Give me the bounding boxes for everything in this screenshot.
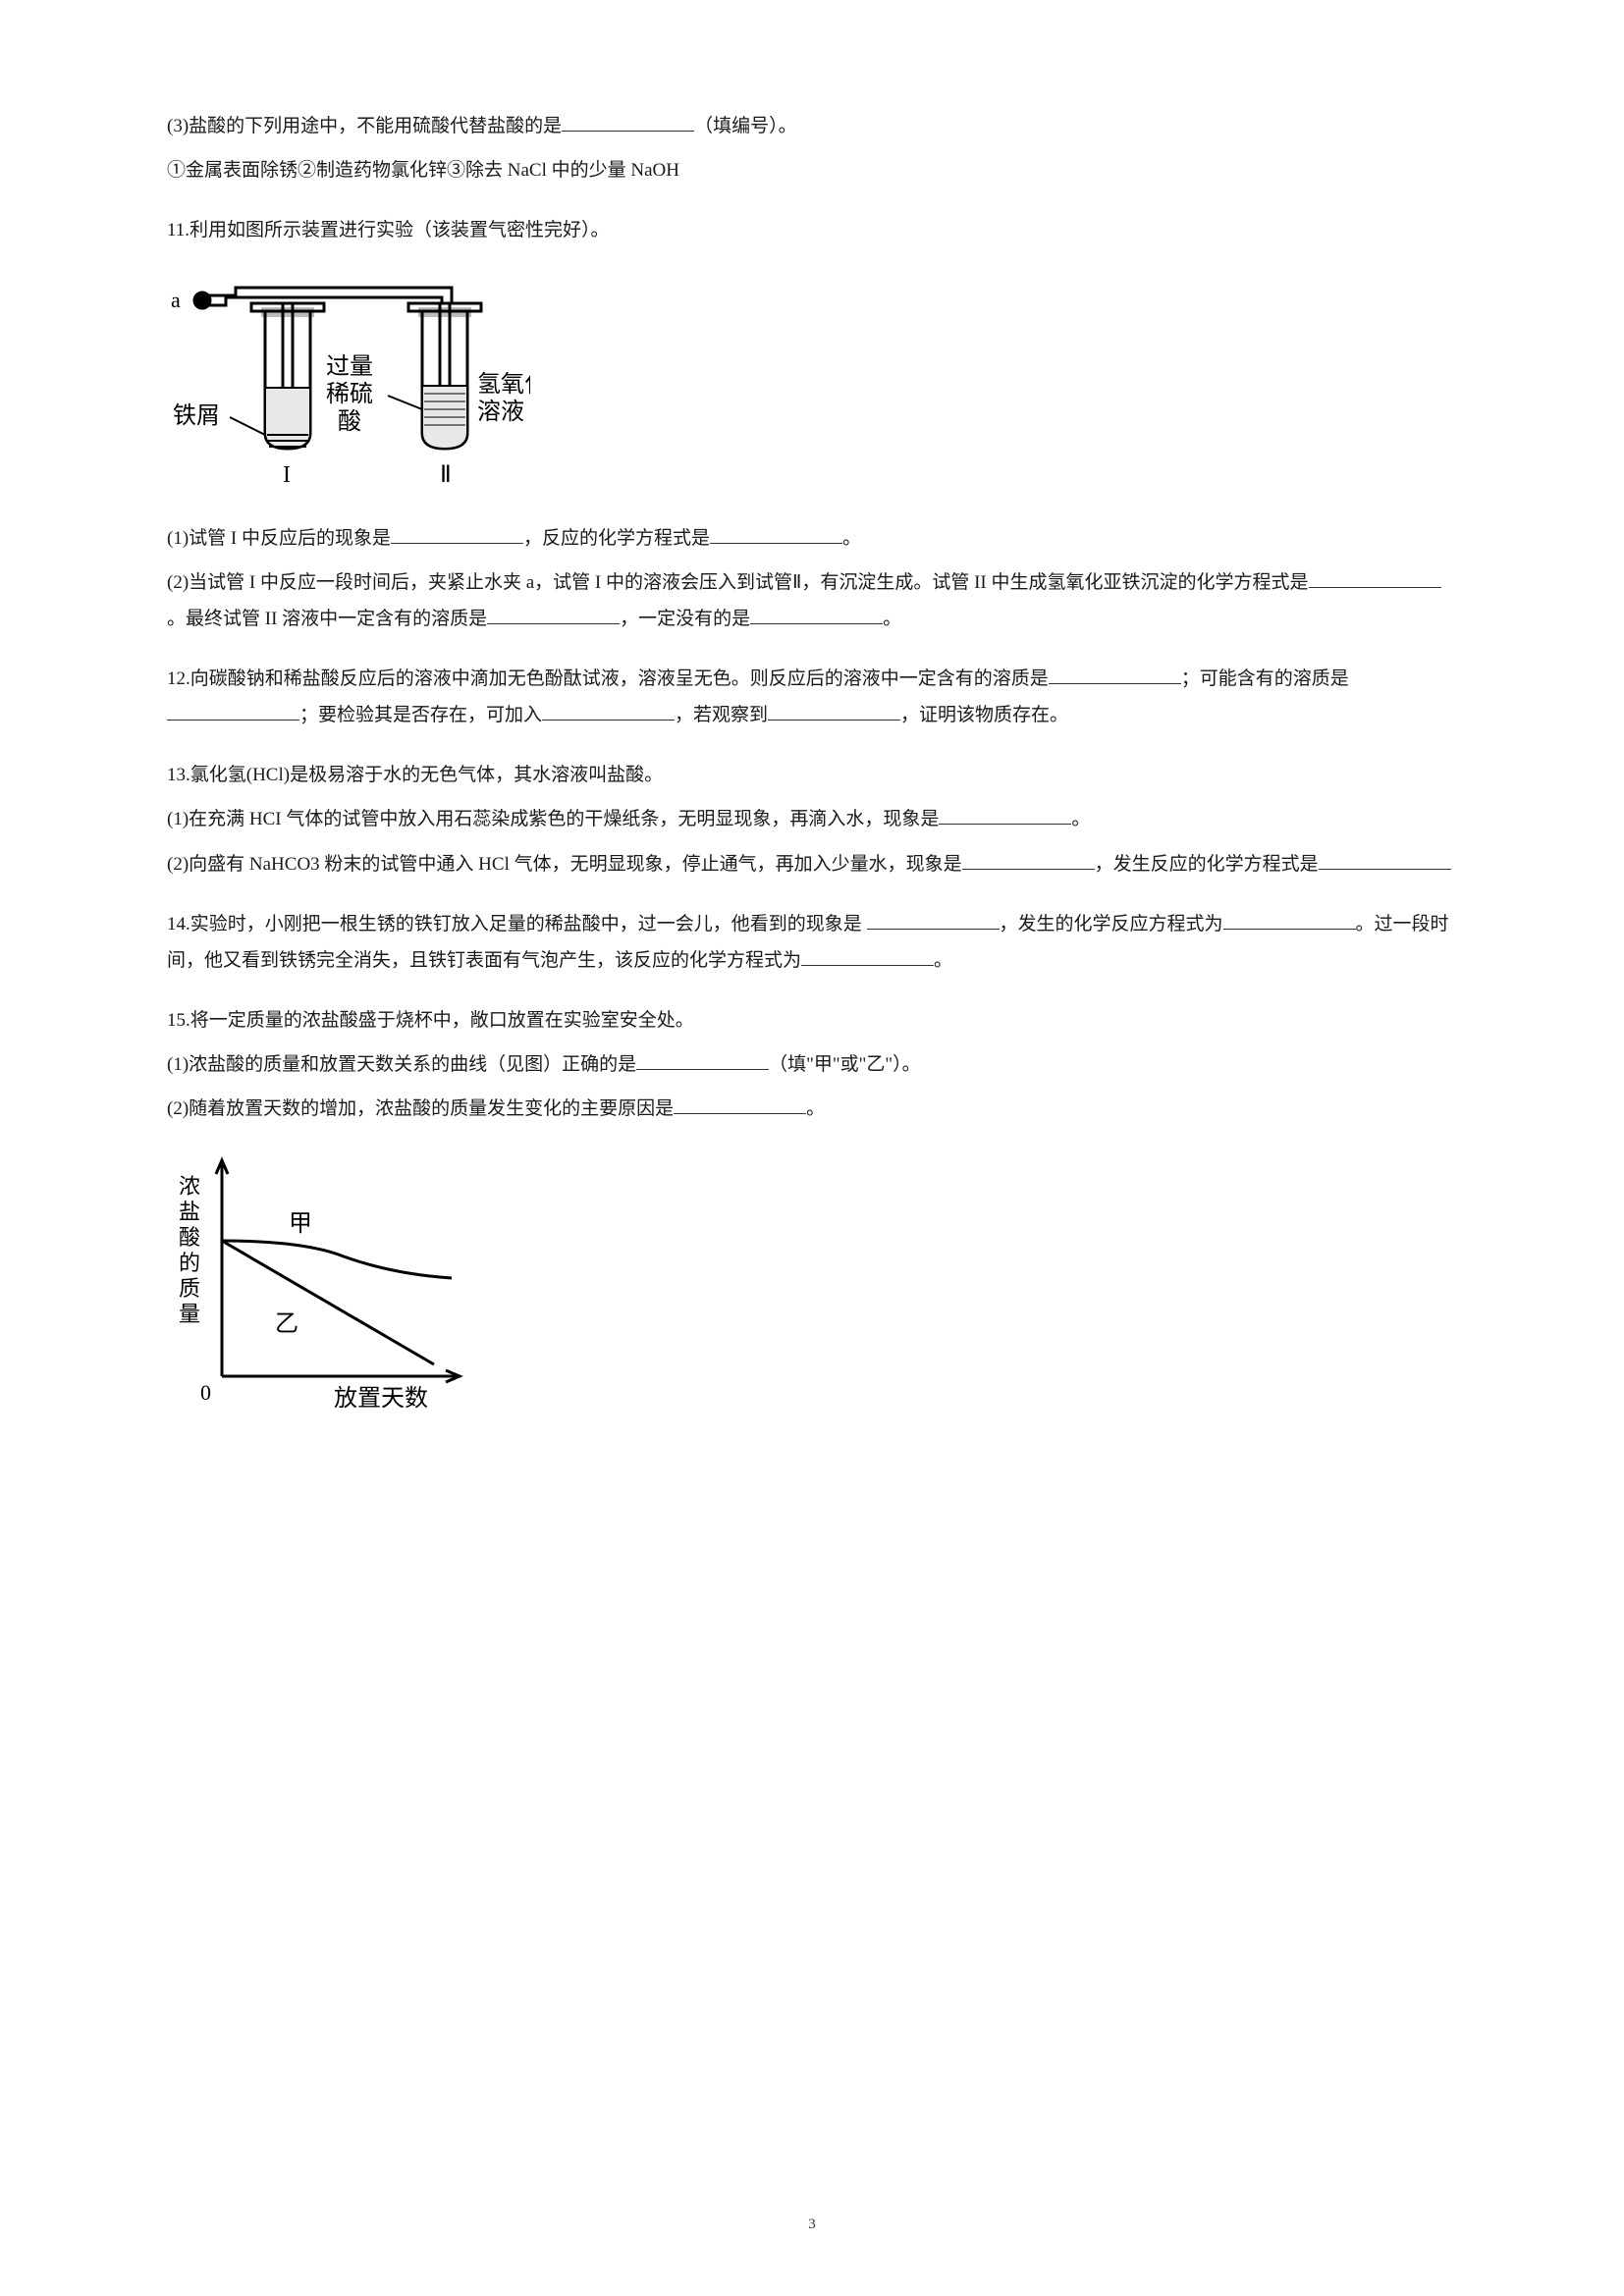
q15-graph-svg: 浓 盐 酸 的 质 量 甲 乙 0 放置天数 xyxy=(167,1147,471,1421)
q10-p3-blank[interactable] xyxy=(562,110,694,132)
q11-p1a: (1)试管 I 中反应后的现象是 xyxy=(167,528,391,549)
q15-p1a: (1)浓盐酸的质量和放置天数关系的曲线（见图）正确的是 xyxy=(167,1054,636,1075)
label-iron: 铁屑 xyxy=(173,402,220,429)
q15-p1: (1)浓盐酸的质量和放置天数关系的曲线（见图）正确的是 （填"甲"或"乙"）。 xyxy=(167,1046,1457,1083)
q15-xlabel: 放置天数 xyxy=(334,1385,428,1412)
q15-p2b: 。 xyxy=(806,1098,825,1119)
q13-p1b: 。 xyxy=(1071,809,1090,829)
q12-a: 12.向碳酸钠和稀盐酸反应后的溶液中滴加无色酚酞试液，溶液呈无色。则反应后的溶液… xyxy=(167,668,1049,689)
q13-p1: (1)在充满 HCI 气体的试管中放入用石蕊染成紫色的干燥纸条，无明显现象，再滴… xyxy=(167,801,1457,837)
q13-p1-blank[interactable] xyxy=(939,804,1071,826)
q13-p2b: ，发生反应的化学方程式是 xyxy=(1095,854,1319,875)
q11-p2c: ，一定没有的是 xyxy=(620,609,750,629)
q10-options: ①金属表面除锈②制造药物氯化锌③除去 NaCl 中的少量 NaOH xyxy=(167,152,1457,188)
q11-p1-blank2[interactable] xyxy=(710,522,842,544)
svg-text:质: 质 xyxy=(179,1276,200,1301)
q14-b: ，发生的化学反应方程式为 xyxy=(1000,914,1223,934)
q14: 14.实验时，小刚把一根生锈的铁钉放入足量的稀盐酸中，过一会儿，他看到的现象是 … xyxy=(167,906,1457,979)
q11-title: 11.利用如图所示装置进行实验（该装置气密性完好）。 xyxy=(167,212,1457,248)
q11-p1-blank1[interactable] xyxy=(391,522,523,544)
q15-label-jia: 甲 xyxy=(289,1211,312,1237)
q11-figure: a 铁屑 过量 稀硫 酸 氢氧化钠 溶液 I Ⅱ xyxy=(167,268,1457,507)
q14-a: 14.实验时，小刚把一根生锈的铁钉放入足量的稀盐酸中，过一会儿，他看到的现象是 xyxy=(167,914,862,934)
label-a: a xyxy=(171,288,181,312)
q11-p2: (2)当试管 I 中反应一段时间后，夹紧止水夹 a，试管 I 中的溶液会压入到试… xyxy=(167,564,1457,637)
q11-p2-blank2[interactable] xyxy=(487,603,620,624)
q12-blank1[interactable] xyxy=(1049,663,1181,684)
q12-b: ；可能含有的溶质是 xyxy=(1181,668,1349,689)
label-acid3: 酸 xyxy=(338,408,361,435)
svg-text:量: 量 xyxy=(179,1302,200,1326)
q13-p2: (2)向盛有 NaHCO3 粉末的试管中通入 HCl 气体，无明显现象，停止通气… xyxy=(167,846,1457,882)
page-number: 3 xyxy=(0,2211,1624,2239)
q11-p2-blank1[interactable] xyxy=(1309,566,1441,588)
q11-p2a: (2)当试管 I 中反应一段时间后，夹紧止水夹 a，试管 I 中的溶液会压入到试… xyxy=(167,572,1309,593)
q15-title: 15.将一定质量的浓盐酸盛于烧杯中，敞口放置在实验室安全处。 xyxy=(167,1002,1457,1039)
label-naoh1: 氢氧化钠 xyxy=(477,371,530,398)
q12-blank4[interactable] xyxy=(768,699,900,721)
q14-blank3[interactable] xyxy=(801,944,934,966)
label-naoh2: 溶液 xyxy=(477,399,524,425)
label-tube2: Ⅱ xyxy=(440,462,452,488)
q11-p2d: 。 xyxy=(883,609,901,629)
q12-blank2[interactable] xyxy=(167,699,299,721)
q13-p1a: (1)在充满 HCI 气体的试管中放入用石蕊染成紫色的干燥纸条，无明显现象，再滴… xyxy=(167,809,939,829)
svg-text:酸: 酸 xyxy=(179,1225,200,1250)
q15-p1-blank[interactable] xyxy=(636,1048,769,1070)
q12: 12.向碳酸钠和稀盐酸反应后的溶液中滴加无色酚酞试液，溶液呈无色。则反应后的溶液… xyxy=(167,661,1457,733)
svg-text:的: 的 xyxy=(179,1251,200,1275)
label-acid2: 稀硫 xyxy=(326,381,373,407)
q13-p2-blank2[interactable] xyxy=(1319,848,1451,870)
q15-zero: 0 xyxy=(200,1380,211,1405)
q13-p2a: (2)向盛有 NaHCO3 粉末的试管中通入 HCl 气体，无明显现象，停止通气… xyxy=(167,854,962,875)
q12-e: ，证明该物质存在。 xyxy=(900,705,1068,725)
q11-p1b: ，反应的化学方程式是 xyxy=(523,528,710,549)
q13-p2-blank1[interactable] xyxy=(962,848,1095,870)
q11-p1c: 。 xyxy=(842,528,861,549)
q15-label-yi: 乙 xyxy=(275,1311,298,1337)
q10-p3-tail: （填编号）。 xyxy=(694,116,797,136)
q11-p1: (1)试管 I 中反应后的现象是 ，反应的化学方程式是 。 xyxy=(167,520,1457,557)
q14-d: 。 xyxy=(934,950,952,971)
q15-ylabel-1: 浓 xyxy=(179,1174,200,1199)
q12-c: ；要检验其是否存在，可加入 xyxy=(299,705,542,725)
q12-blank3[interactable] xyxy=(542,699,675,721)
svg-text:盐: 盐 xyxy=(179,1200,200,1224)
q15-p2a: (2)随着放置天数的增加，浓盐酸的质量发生变化的主要原因是 xyxy=(167,1098,674,1119)
q12-d: ，若观察到 xyxy=(675,705,768,725)
label-tube1: I xyxy=(283,462,291,488)
q10-p3-text: (3)盐酸的下列用途中，不能用硫酸代替盐酸的是 xyxy=(167,116,562,136)
q11-p2b: 。最终试管 II 溶液中一定含有的溶质是 xyxy=(167,609,487,629)
q13-title: 13.氯化氢(HCl)是极易溶于水的无色气体，其水溶液叫盐酸。 xyxy=(167,757,1457,793)
q15-p2-blank[interactable] xyxy=(674,1093,806,1114)
q10-part3: (3)盐酸的下列用途中，不能用硫酸代替盐酸的是 （填编号）。 xyxy=(167,108,1457,144)
label-acid1: 过量 xyxy=(326,353,373,380)
q11-p2-blank3[interactable] xyxy=(750,603,883,624)
q15-p2: (2)随着放置天数的增加，浓盐酸的质量发生变化的主要原因是 。 xyxy=(167,1091,1457,1127)
q14-blank2[interactable] xyxy=(1223,908,1356,930)
q15-p1b: （填"甲"或"乙"）。 xyxy=(769,1054,921,1075)
q14-blank1[interactable] xyxy=(867,908,1000,930)
q15-figure: 浓 盐 酸 的 质 量 甲 乙 0 放置天数 xyxy=(167,1147,1457,1434)
q11-apparatus-svg: a 铁屑 过量 稀硫 酸 氢氧化钠 溶液 I Ⅱ xyxy=(167,268,530,494)
